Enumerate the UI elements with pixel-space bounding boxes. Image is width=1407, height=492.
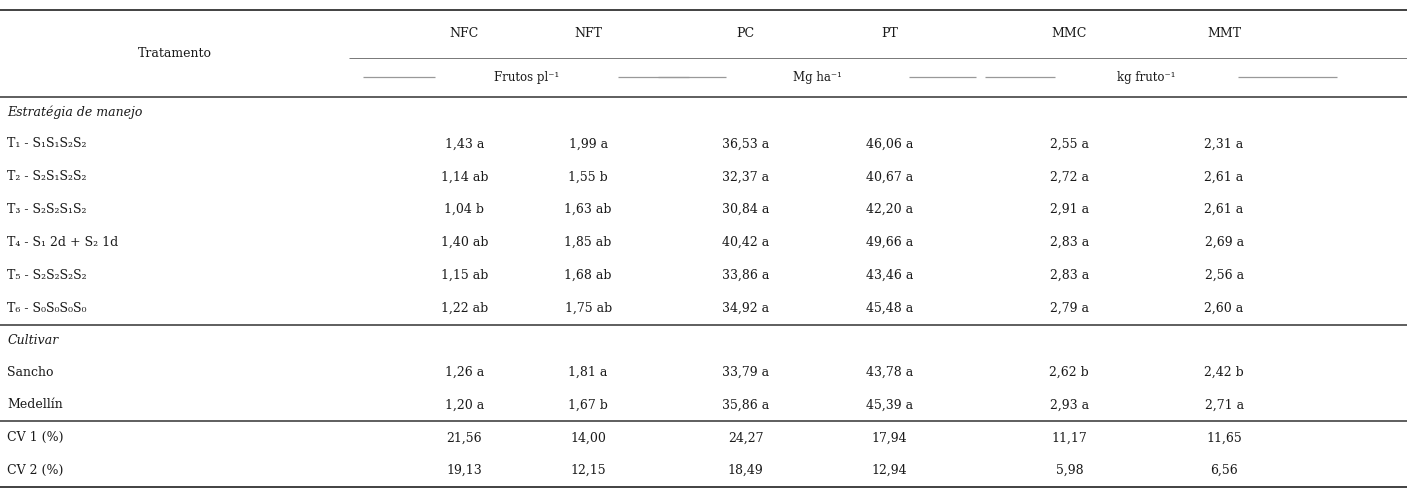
Text: 21,56: 21,56 — [446, 431, 483, 444]
Text: 2,56 a: 2,56 a — [1204, 269, 1244, 282]
Text: Medellín: Medellín — [7, 399, 63, 411]
Text: 1,55 b: 1,55 b — [568, 170, 608, 184]
Text: Frutos pl⁻¹: Frutos pl⁻¹ — [494, 71, 559, 84]
Text: 45,48 a: 45,48 a — [865, 302, 913, 315]
Text: 2,61 a: 2,61 a — [1204, 170, 1244, 184]
Text: CV 1 (%): CV 1 (%) — [7, 431, 63, 444]
Text: 36,53 a: 36,53 a — [722, 137, 770, 151]
Text: 40,42 a: 40,42 a — [722, 236, 770, 249]
Text: T₄ - S₁ 2d + S₂ 1d: T₄ - S₁ 2d + S₂ 1d — [7, 236, 118, 249]
Text: 43,78 a: 43,78 a — [865, 366, 913, 379]
Text: Sancho: Sancho — [7, 366, 53, 379]
Text: 35,86 a: 35,86 a — [722, 399, 770, 411]
Text: 1,26 a: 1,26 a — [445, 366, 484, 379]
Text: CV 2 (%): CV 2 (%) — [7, 464, 63, 477]
Text: 33,86 a: 33,86 a — [722, 269, 770, 282]
Text: MMT: MMT — [1207, 27, 1241, 40]
Text: 19,13: 19,13 — [446, 464, 483, 477]
Text: 2,55 a: 2,55 a — [1050, 137, 1089, 151]
Text: T₃ - S₂S₂S₁S₂: T₃ - S₂S₂S₁S₂ — [7, 203, 87, 216]
Text: 2,42 b: 2,42 b — [1204, 366, 1244, 379]
Text: 2,83 a: 2,83 a — [1050, 269, 1089, 282]
Text: Tratamento: Tratamento — [138, 47, 211, 60]
Text: 18,49: 18,49 — [727, 464, 764, 477]
Text: NFT: NFT — [574, 27, 602, 40]
Text: 33,79 a: 33,79 a — [722, 366, 770, 379]
Text: 49,66 a: 49,66 a — [865, 236, 913, 249]
Text: 1,81 a: 1,81 a — [568, 366, 608, 379]
Text: 17,94: 17,94 — [871, 431, 908, 444]
Text: 1,67 b: 1,67 b — [568, 399, 608, 411]
Text: 12,94: 12,94 — [871, 464, 908, 477]
Text: 40,67 a: 40,67 a — [865, 170, 913, 184]
Text: 1,63 ab: 1,63 ab — [564, 203, 612, 216]
Text: 45,39 a: 45,39 a — [865, 399, 913, 411]
Text: 1,04 b: 1,04 b — [445, 203, 484, 216]
Text: 46,06 a: 46,06 a — [865, 137, 913, 151]
Text: T₁ - S₁S₁S₂S₂: T₁ - S₁S₁S₂S₂ — [7, 137, 87, 151]
Text: 30,84 a: 30,84 a — [722, 203, 770, 216]
Text: 2,71 a: 2,71 a — [1204, 399, 1244, 411]
Text: kg fruto⁻¹: kg fruto⁻¹ — [1117, 71, 1176, 84]
Text: 11,17: 11,17 — [1051, 431, 1088, 444]
Text: 11,65: 11,65 — [1206, 431, 1242, 444]
Text: NFC: NFC — [450, 27, 478, 40]
Text: 1,40 ab: 1,40 ab — [440, 236, 488, 249]
Text: 34,92 a: 34,92 a — [722, 302, 770, 315]
Text: 1,15 ab: 1,15 ab — [440, 269, 488, 282]
Text: Mg ha⁻¹: Mg ha⁻¹ — [794, 71, 841, 84]
Text: 2,61 a: 2,61 a — [1204, 203, 1244, 216]
Text: 1,22 ab: 1,22 ab — [440, 302, 488, 315]
Text: 2,60 a: 2,60 a — [1204, 302, 1244, 315]
Text: 12,15: 12,15 — [570, 464, 606, 477]
Text: T₅ - S₂S₂S₂S₂: T₅ - S₂S₂S₂S₂ — [7, 269, 87, 282]
Text: 2,62 b: 2,62 b — [1050, 366, 1089, 379]
Text: 5,98: 5,98 — [1055, 464, 1083, 477]
Text: Cultivar: Cultivar — [7, 334, 58, 347]
Text: PT: PT — [881, 27, 898, 40]
Text: 2,91 a: 2,91 a — [1050, 203, 1089, 216]
Text: 1,75 ab: 1,75 ab — [564, 302, 612, 315]
Text: 1,43 a: 1,43 a — [445, 137, 484, 151]
Text: 1,20 a: 1,20 a — [445, 399, 484, 411]
Text: 14,00: 14,00 — [570, 431, 606, 444]
Text: 1,85 ab: 1,85 ab — [564, 236, 612, 249]
Text: 2,79 a: 2,79 a — [1050, 302, 1089, 315]
Text: Estratégia de manejo: Estratégia de manejo — [7, 105, 142, 119]
Text: 2,93 a: 2,93 a — [1050, 399, 1089, 411]
Text: 1,14 ab: 1,14 ab — [440, 170, 488, 184]
Text: 2,83 a: 2,83 a — [1050, 236, 1089, 249]
Text: T₂ - S₂S₁S₂S₂: T₂ - S₂S₁S₂S₂ — [7, 170, 87, 184]
Text: 2,72 a: 2,72 a — [1050, 170, 1089, 184]
Text: 24,27: 24,27 — [727, 431, 764, 444]
Text: 32,37 a: 32,37 a — [722, 170, 770, 184]
Text: 2,31 a: 2,31 a — [1204, 137, 1244, 151]
Text: 2,69 a: 2,69 a — [1204, 236, 1244, 249]
Text: 42,20 a: 42,20 a — [865, 203, 913, 216]
Text: PC: PC — [737, 27, 754, 40]
Text: 6,56: 6,56 — [1210, 464, 1238, 477]
Text: 43,46 a: 43,46 a — [865, 269, 913, 282]
Text: 1,99 a: 1,99 a — [568, 137, 608, 151]
Text: 1,68 ab: 1,68 ab — [564, 269, 612, 282]
Text: MMC: MMC — [1051, 27, 1088, 40]
Text: T₆ - S₀S₀S₀S₀: T₆ - S₀S₀S₀S₀ — [7, 302, 87, 315]
